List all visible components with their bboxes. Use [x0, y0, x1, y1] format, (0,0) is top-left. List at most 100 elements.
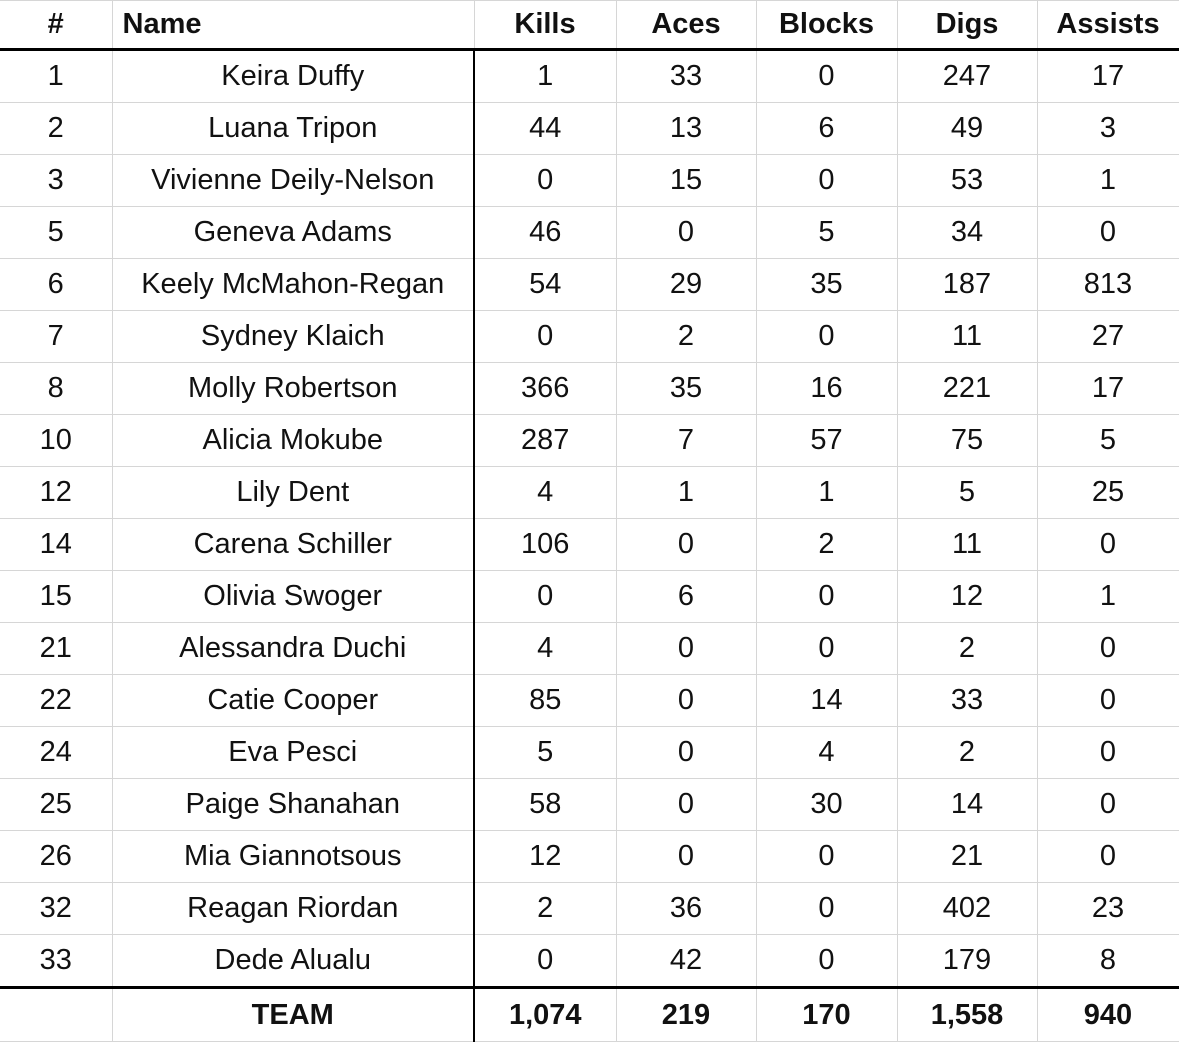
- player-name: Alicia Mokube: [111, 414, 475, 467]
- player-name: Eva Pesci: [111, 726, 475, 779]
- player-row: 1 Keira Duffy 1 33 0 247 17: [0, 49, 1179, 103]
- cell: 0: [1036, 778, 1179, 831]
- cell: 0: [755, 49, 898, 103]
- column-header: Assists: [1036, 0, 1179, 51]
- cell: 14: [0, 518, 113, 571]
- cell: 12: [0, 466, 113, 519]
- cell: 0: [615, 778, 757, 831]
- cell: 7: [0, 310, 113, 363]
- cell: 42: [615, 934, 757, 988]
- cell: 33: [0, 934, 113, 988]
- table-body: 1 Keira Duffy 1 33 0 247 17 2 Luana Tripon 44 13 6 4…: [0, 49, 1179, 1042]
- player-row: 5 Geneva Adams 46 0 5 34 0: [0, 206, 1179, 259]
- cell: 5: [896, 466, 1038, 519]
- cell: 5: [1036, 414, 1179, 467]
- cell: 0: [615, 674, 757, 727]
- player-row: 24 Eva Pesci 5 0 4 2 0: [0, 726, 1179, 779]
- cell: 6: [755, 102, 898, 155]
- cell: 4: [755, 726, 898, 779]
- cell: 0: [1036, 674, 1179, 727]
- cell: 2: [473, 882, 617, 935]
- cell: 2: [896, 726, 1038, 779]
- player-name: Molly Robertson: [111, 362, 475, 415]
- player-name: Reagan Riordan: [111, 882, 475, 935]
- player-name: Keira Duffy: [111, 49, 475, 103]
- cell: 0: [1036, 726, 1179, 779]
- cell: 0: [755, 882, 898, 935]
- cell: 16: [755, 362, 898, 415]
- column-header: #: [0, 0, 113, 51]
- column-header: Kills: [473, 0, 617, 51]
- cell: 57: [755, 414, 898, 467]
- cell: 0: [1036, 830, 1179, 883]
- cell: 17: [1036, 49, 1179, 103]
- cell: 35: [755, 258, 898, 311]
- cell: 1: [755, 466, 898, 519]
- cell: 0: [755, 154, 898, 207]
- player-row: 8 Molly Robertson 366 35 16 221 17: [0, 362, 1179, 415]
- cell: 0: [615, 518, 757, 571]
- cell: 85: [473, 674, 617, 727]
- cell: 44: [473, 102, 617, 155]
- player-name: Lily Dent: [111, 466, 475, 519]
- cell: 0: [755, 570, 898, 623]
- cell: 32: [0, 882, 113, 935]
- column-header: Digs: [896, 0, 1038, 51]
- cell: 34: [896, 206, 1038, 259]
- player-name: Geneva Adams: [111, 206, 475, 259]
- cell: 25: [1036, 466, 1179, 519]
- player-row: 10 Alicia Mokube 287 7 57 75 5: [0, 414, 1179, 467]
- cell: 0: [473, 154, 617, 207]
- player-row: 26 Mia Giannotsous 12 0 0 21 0: [0, 830, 1179, 883]
- cell: 5: [0, 206, 113, 259]
- cell: 36: [615, 882, 757, 935]
- cell: 11: [896, 310, 1038, 363]
- cell: 0: [1036, 206, 1179, 259]
- cell: 27: [1036, 310, 1179, 363]
- player-name: Sydney Klaich: [111, 310, 475, 363]
- player-row: 33 Dede Alualu 0 42 0 179 8: [0, 934, 1179, 988]
- cell: 0: [473, 310, 617, 363]
- cell: 11: [896, 518, 1038, 571]
- column-header: Aces: [615, 0, 757, 51]
- cell: 8: [0, 362, 113, 415]
- cell: 2: [0, 102, 113, 155]
- cell: 15: [0, 570, 113, 623]
- header-row: # Name Kills Aces Blocks Digs Assists: [0, 0, 1179, 51]
- cell: 0: [755, 934, 898, 988]
- player-row: 32 Reagan Riordan 2 36 0 402 23: [0, 882, 1179, 935]
- cell: 287: [473, 414, 617, 467]
- empty-cell: [0, 986, 113, 1042]
- cell: 7: [615, 414, 757, 467]
- total-cell: 170: [755, 986, 898, 1042]
- cell: 4: [473, 622, 617, 675]
- player-name: Mia Giannotsous: [111, 830, 475, 883]
- cell: 12: [896, 570, 1038, 623]
- cell: 30: [755, 778, 898, 831]
- cell: 6: [0, 258, 113, 311]
- cell: 24: [0, 726, 113, 779]
- column-header: Blocks: [755, 0, 898, 51]
- player-row: 15 Olivia Swoger 0 6 0 12 1: [0, 570, 1179, 623]
- cell: 22: [0, 674, 113, 727]
- player-name: Catie Cooper: [111, 674, 475, 727]
- cell: 5: [473, 726, 617, 779]
- player-name: Alessandra Duchi: [111, 622, 475, 675]
- cell: 6: [615, 570, 757, 623]
- player-row: 22 Catie Cooper 85 0 14 33 0: [0, 674, 1179, 727]
- cell: 0: [1036, 518, 1179, 571]
- cell: 1: [1036, 154, 1179, 207]
- cell: 12: [473, 830, 617, 883]
- player-row: 21 Alessandra Duchi 4 0 0 2 0: [0, 622, 1179, 675]
- cell: 58: [473, 778, 617, 831]
- player-row: 25 Paige Shanahan 58 0 30 14 0: [0, 778, 1179, 831]
- cell: 35: [615, 362, 757, 415]
- cell: 29: [615, 258, 757, 311]
- cell: 49: [896, 102, 1038, 155]
- cell: 5: [755, 206, 898, 259]
- cell: 106: [473, 518, 617, 571]
- cell: 75: [896, 414, 1038, 467]
- cell: 17: [1036, 362, 1179, 415]
- cell: 21: [0, 622, 113, 675]
- player-name: Paige Shanahan: [111, 778, 475, 831]
